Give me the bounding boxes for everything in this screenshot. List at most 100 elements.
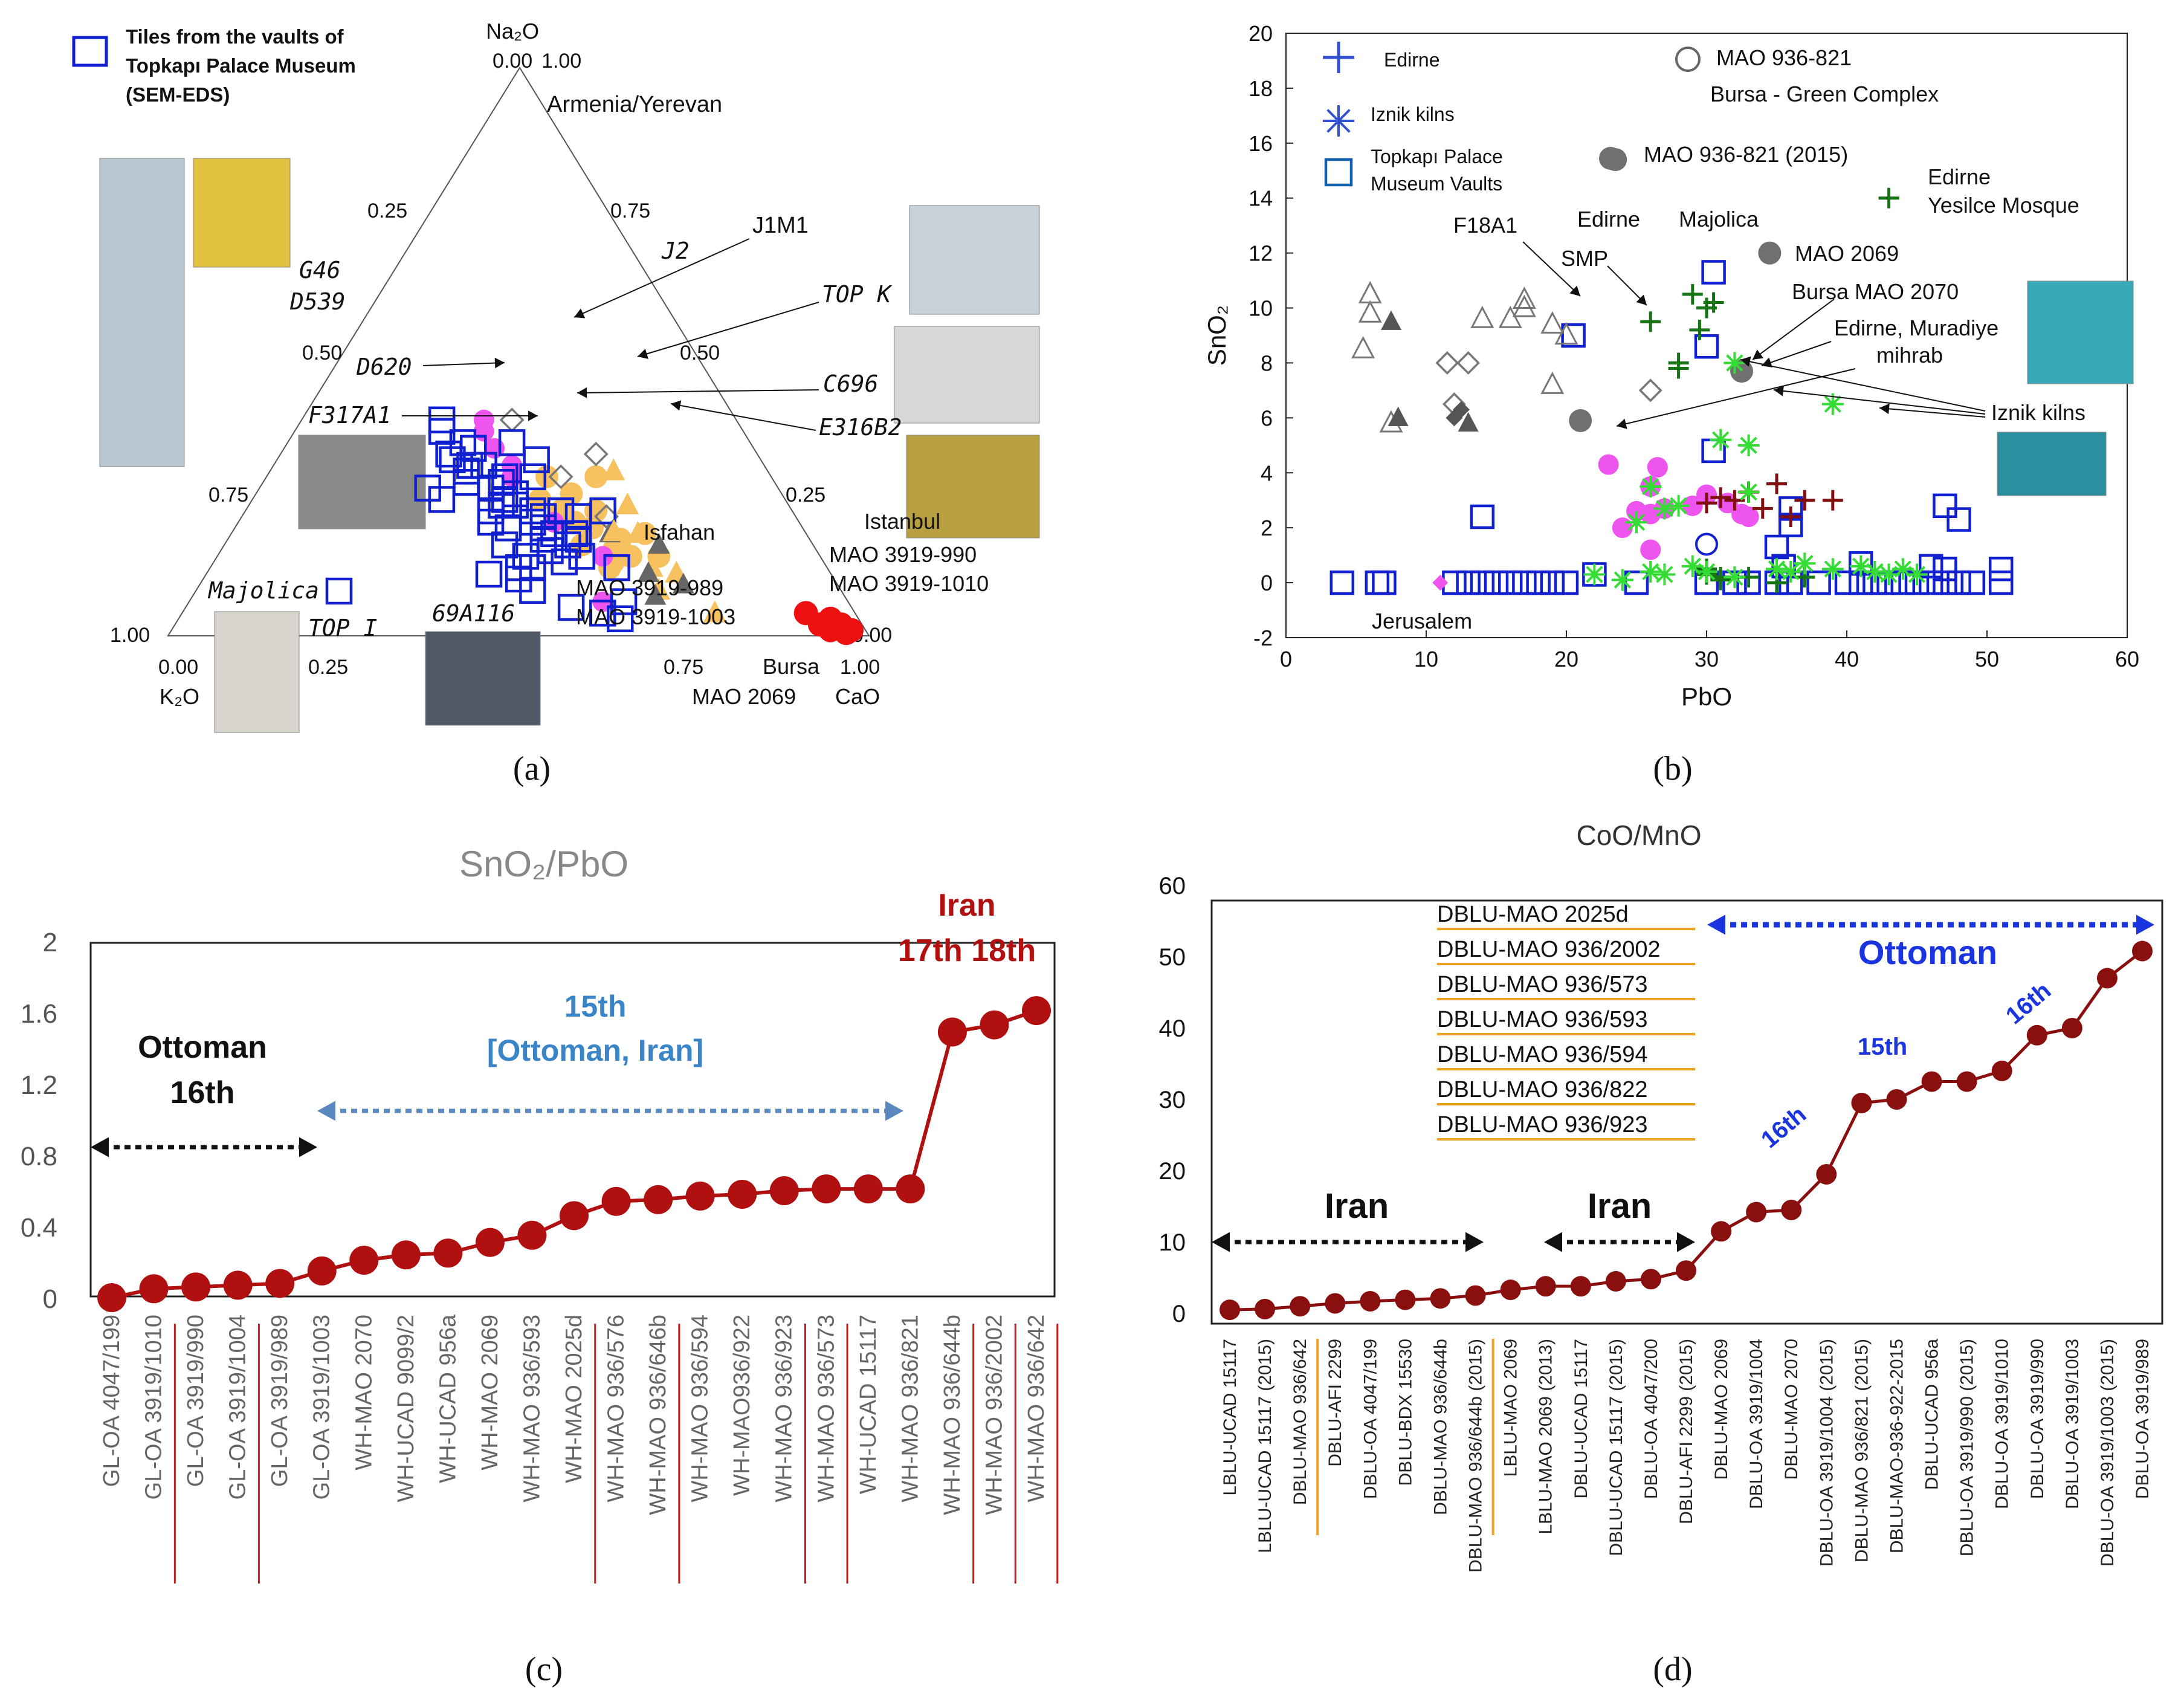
b-asterisk_green-4 [1642, 477, 1659, 496]
d-xtick-6: DBLU-MAO 936/644b [1430, 1339, 1450, 1515]
d-point-8 [1500, 1280, 1521, 1301]
c-xtick-6: WH-MAO 2070 [351, 1315, 376, 1471]
arrow-c696 [577, 389, 819, 393]
d-ytick-5: 50 [1159, 944, 1186, 971]
panel-label-a: (a) [513, 750, 551, 788]
c-point-0 [97, 1283, 126, 1313]
c-ottoman-arrow-right-head [299, 1137, 317, 1157]
c-15th-arrow-left-head [317, 1101, 335, 1121]
d-xtick-14: DBLU-MAO 2069 [1711, 1339, 1731, 1480]
d-point-19 [1886, 1089, 1907, 1110]
arrow-e316b2-head [671, 400, 682, 411]
label-topk: TOP K [822, 281, 893, 308]
b-squares_blue-27 [1933, 570, 1957, 595]
label-j1m1: J1M1 [752, 213, 809, 238]
b-legend-3: Museum Vaults [1371, 173, 1502, 195]
photo-e316b2 [906, 435, 1040, 539]
label-armenia: Armenia/Yerevan [547, 92, 722, 117]
b-ann-jerusalem: Jerusalem [1372, 609, 1472, 633]
b-ytick-0: -2 [1253, 626, 1273, 650]
b-circles_gray-3 [1758, 241, 1782, 265]
sq-26 [491, 531, 519, 558]
photo-f317a1 [298, 435, 426, 529]
b-squares_blue-19 [1806, 570, 1831, 595]
b-legend-open-circle [1675, 47, 1701, 72]
d-point-26 [2132, 940, 2153, 962]
b-ann-bursa2070: Bursa MAO 2070 [1792, 279, 1959, 304]
tri-orange-0 [602, 458, 625, 481]
c-xtick-16: WH-MAO 936/923 [772, 1315, 797, 1502]
b-diamonds_open-3 [1638, 378, 1662, 403]
b-arrow-smp-head [1636, 294, 1647, 305]
majolica-square [325, 577, 353, 605]
b-ytick-7: 12 [1249, 241, 1273, 266]
c-xtick-11: WH-MAO 2025d [561, 1315, 587, 1483]
c-point-7 [391, 1240, 421, 1270]
b-squares_blue-0 [1329, 570, 1355, 595]
b-photo-2 [1997, 432, 2107, 496]
b-squares_blue-5 [1470, 570, 1495, 595]
tri-orange-4 [703, 600, 726, 623]
c-ytick-4: 1.6 [21, 999, 57, 1029]
d-point-25 [2096, 968, 2118, 989]
tick-bottom-3: 1.00 [840, 656, 880, 679]
d-point-2 [1290, 1296, 1311, 1317]
label-mao2069: MAO 2069 [692, 684, 796, 709]
c-xtick-3: GL-OA 3919/1004 [225, 1315, 251, 1500]
b-diamond_magenta-0 [1432, 575, 1449, 591]
c-ann-iran-cent: 17th 18th [898, 933, 1036, 968]
b-ann-mao821: MAO 936-821 [1716, 45, 1852, 70]
d-xtick-0: LBLU-UCAD 15117 [1220, 1339, 1240, 1496]
tick-right-1: 0.50 [680, 341, 720, 364]
b-asterisk_green-3 [1740, 436, 1757, 454]
arrow-j1m1 [573, 238, 750, 318]
d-xtick-24: DBLU-OA 3919/1003 [2063, 1339, 2082, 1509]
label-isfahan: Isfahan [644, 520, 715, 545]
c-title: SnO₂/PbO [459, 844, 628, 884]
b-diamonds_open-2 [1456, 351, 1481, 375]
c-point-1 [139, 1274, 169, 1304]
d-xtick-15: DBLU-OA 3919/1004 [1746, 1339, 1766, 1509]
d-list-6: DBLU-MAO 936/923 [1437, 1112, 1648, 1137]
b-ann-edirne-y2: Yesilce Mosque [1928, 193, 2079, 218]
b-xlabel: PbO [1681, 682, 1732, 711]
b-squares_blue-39 [1764, 534, 1789, 560]
b-asterisk_green-16 [1768, 560, 1786, 578]
b-asterisk_green-20 [1852, 557, 1870, 575]
sq-39 [561, 520, 589, 548]
b-arrow-iznik2 [1773, 389, 1986, 415]
b-xtick-6: 60 [2115, 647, 2139, 671]
c-ann-ottoman-iran: [Ottoman, Iran] [487, 1034, 703, 1067]
label-istanbul: Istanbul [864, 509, 940, 534]
arrow-c696-head [577, 387, 587, 398]
b-triangles_dark-0 [1381, 310, 1401, 330]
dia-1 [548, 464, 573, 490]
b-squares_blue-29 [1960, 570, 1986, 595]
c-xtick-22: WH-MAO 936/642 [1024, 1315, 1049, 1502]
b-circles_magenta-5 [1647, 457, 1668, 478]
b-circle_blue-0 [1695, 532, 1718, 556]
d-list-1: DBLU-MAO 936/2002 [1437, 937, 1661, 962]
d-point-10 [1570, 1276, 1591, 1297]
sq-45 [488, 491, 515, 519]
d-point-21 [1956, 1071, 1977, 1092]
d-point-22 [1991, 1060, 2012, 1081]
pt-magenta-5 [592, 546, 613, 567]
b-squares_blue-31 [1988, 557, 2014, 581]
b-asterisk_green-13 [1684, 557, 1701, 575]
c-xtick-10: WH-MAO 936/593 [519, 1315, 544, 1502]
tri-gray-2 [648, 532, 670, 554]
b-ytick-2: 2 [1261, 516, 1273, 540]
sq-49 [477, 497, 505, 525]
panel-label-d: (d) [1653, 1651, 1692, 1688]
b-squares_blue-34 [1561, 323, 1586, 348]
tick-left-2: 0.75 [208, 484, 248, 506]
d-xtick-16: DBLU-MAO 2070 [1782, 1339, 1801, 1480]
b-arrow-bursa2070-head [1753, 349, 1764, 360]
tick-left-0: 0.25 [367, 199, 407, 222]
b-asterisk_green-24 [1908, 566, 1926, 583]
b-squares_blue-35 [1694, 334, 1719, 359]
tick-top-0: 0.00 [493, 50, 532, 73]
sq-23 [547, 497, 575, 525]
